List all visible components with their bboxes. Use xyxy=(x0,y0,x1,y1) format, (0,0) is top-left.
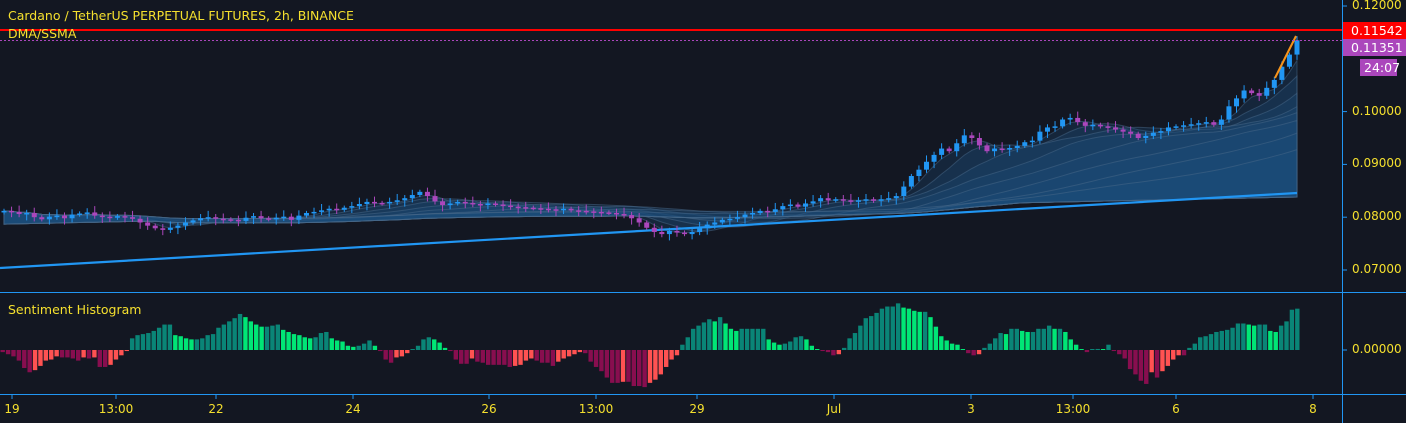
price-candles[interactable] xyxy=(1,35,1300,241)
sentiment-histogram-bars[interactable] xyxy=(0,303,1300,388)
high-price-label: 0.11542 xyxy=(1343,22,1406,39)
long-moving-average-line xyxy=(0,191,1298,270)
dma-ribbon xyxy=(3,58,1298,234)
price-tick-label: 0.12000 xyxy=(1352,0,1402,12)
time-tick-label: Jul xyxy=(826,402,842,416)
price-tick-label: 0.10000 xyxy=(1352,103,1402,118)
time-tick-label: 26 xyxy=(481,402,497,416)
last-price-label: 0.11351 xyxy=(1343,39,1406,56)
sentiment-histogram-label[interactable]: Sentiment Histogram xyxy=(8,302,142,317)
time-tick-label: 13:00 xyxy=(1055,402,1091,416)
price-tick-label: 0.09000 xyxy=(1352,156,1402,171)
time-tick-label: 22 xyxy=(208,402,224,416)
dma-ssma-indicator-label[interactable]: DMA/SSMA xyxy=(8,26,77,41)
price-tick-label: 0.08000 xyxy=(1352,209,1402,224)
price-axis-ticks xyxy=(1342,5,1347,351)
time-tick-label: 19 xyxy=(4,402,20,416)
time-tick-label: 8 xyxy=(1309,402,1317,416)
time-axis-ticks xyxy=(11,395,1314,399)
time-tick-label: 29 xyxy=(689,402,705,416)
bar-countdown-label: 24:07 xyxy=(1360,59,1400,76)
chart-title: Cardano / TetherUS PERPETUAL FUTURES, 2h… xyxy=(8,8,354,23)
time-tick-label: 24 xyxy=(345,402,361,416)
time-tick-label: 13:00 xyxy=(98,402,134,416)
price-tick-label: 0.07000 xyxy=(1352,262,1402,276)
time-tick-label: 3 xyxy=(967,402,975,416)
time-tick-label: 13:00 xyxy=(578,402,614,416)
time-tick-label: 6 xyxy=(1172,402,1180,416)
histogram-zero-label: 0.00000 xyxy=(1352,342,1402,356)
